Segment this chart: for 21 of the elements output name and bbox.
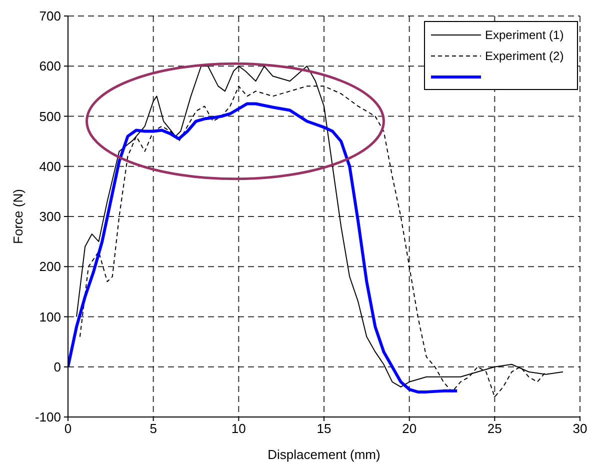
x-tick-label: 20	[402, 421, 417, 436]
y-tick-label: 700	[39, 8, 61, 24]
x-tick-label: 25	[487, 421, 502, 436]
y-tick-label: 0	[54, 359, 61, 374]
x-tick-label: 5	[150, 421, 157, 436]
y-tick-label: -100	[34, 410, 61, 425]
x-tick-label: 15	[316, 421, 332, 436]
y-tick-label: 200	[39, 259, 61, 274]
y-tick-label: 500	[39, 108, 61, 124]
y-tick-label: 400	[39, 158, 61, 174]
y-tick-label: 600	[39, 58, 61, 74]
x-tick-label: 0	[64, 421, 72, 436]
x-tick-label: 30	[572, 421, 588, 436]
y-tick-label: 100	[39, 309, 61, 324]
line-series	[68, 102, 459, 394]
x-tick-label: 10	[231, 421, 246, 436]
x-axis-title: Displacement (mm)	[268, 447, 380, 462]
y-axis-title: Force (N)	[10, 189, 26, 244]
legend-label: Experiment (1)	[485, 28, 565, 42]
legend-label: Experiment (2)	[485, 48, 565, 62]
y-tick-label: 300	[39, 209, 61, 224]
